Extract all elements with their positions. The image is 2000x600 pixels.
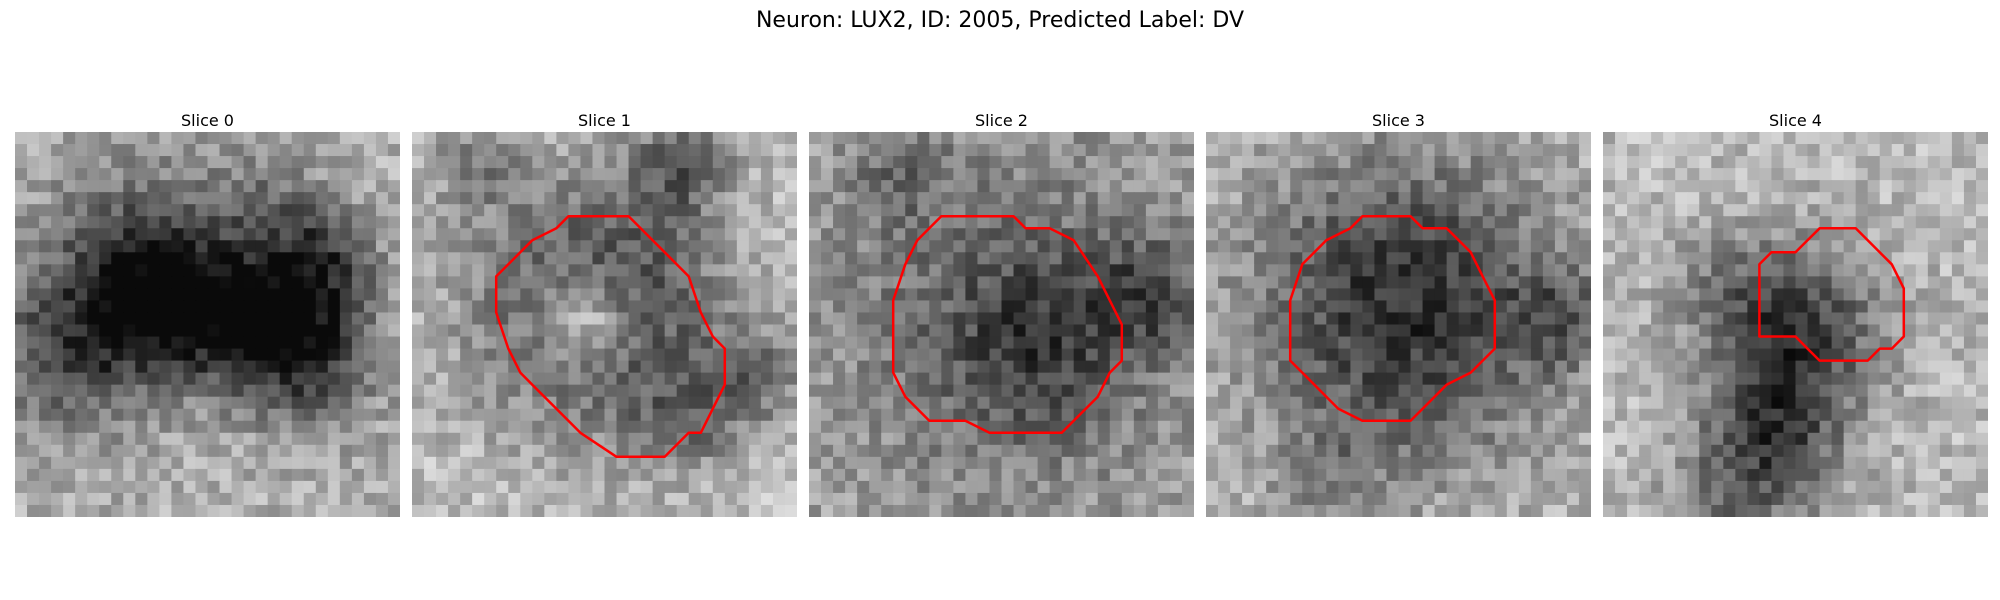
slice-panel-2: Slice 2 <box>809 110 1194 517</box>
slice-title: Slice 3 <box>1372 111 1425 130</box>
slice-image <box>809 132 1194 517</box>
segmentation-contour <box>1288 214 1497 423</box>
slice-title: Slice 2 <box>975 111 1028 130</box>
slice-panel-1: Slice 1 <box>412 110 797 517</box>
slice-title: Slice 1 <box>578 111 631 130</box>
slice-title: Slice 0 <box>181 111 234 130</box>
figure-title: Neuron: LUX2, ID: 2005, Predicted Label:… <box>755 8 1245 33</box>
slice-panel-0: Slice 0 <box>15 110 400 517</box>
segmentation-contour <box>1758 227 1906 362</box>
slice-image <box>1206 132 1591 517</box>
slice-panel-3: Slice 3 <box>1206 110 1591 517</box>
slice-panel-4: Slice 4 <box>1603 110 1988 517</box>
slice-image <box>412 132 797 517</box>
slice-title: Slice 4 <box>1769 111 1822 130</box>
segmentation-contour <box>494 214 727 459</box>
segmentation-contour <box>891 214 1124 435</box>
slice-image <box>1603 132 1988 517</box>
slice-image <box>15 132 400 517</box>
